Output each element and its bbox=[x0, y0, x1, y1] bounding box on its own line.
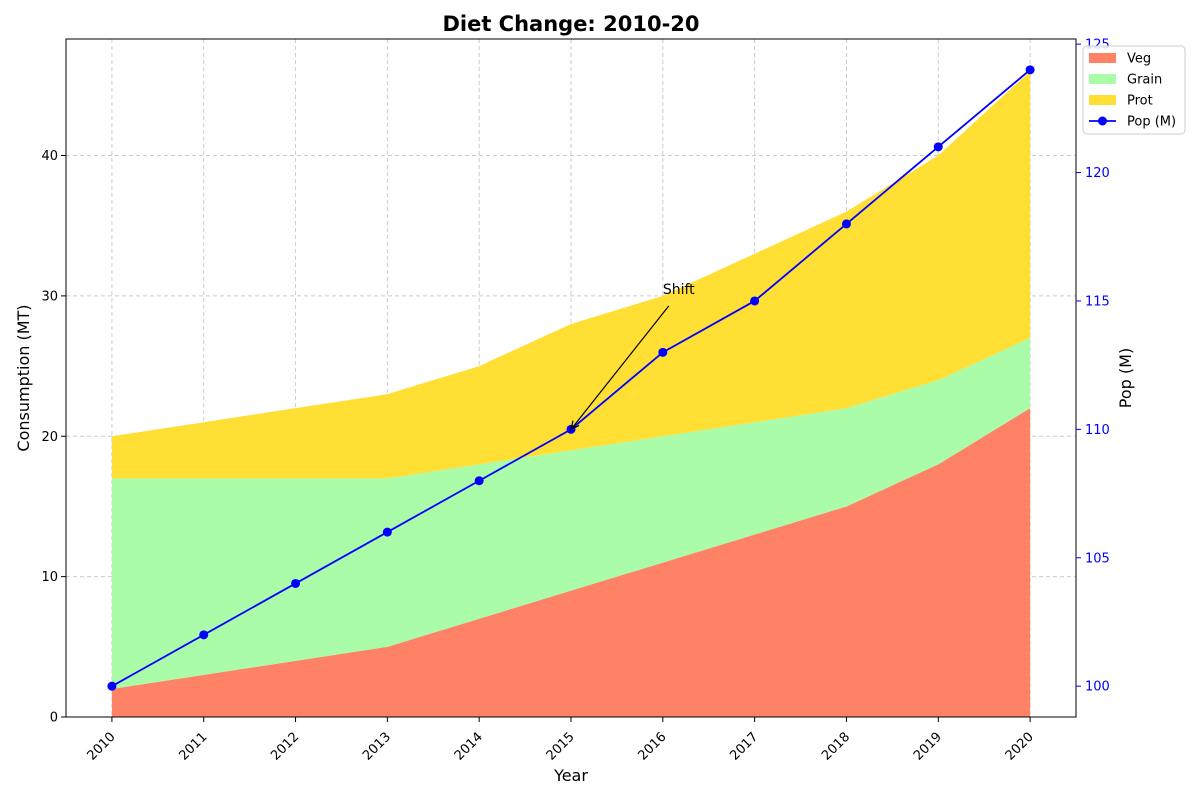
y-axis-left: 0 10 20 30 40 bbox=[41, 149, 66, 726]
chart-title: Diet Change: 2010-20 bbox=[442, 12, 699, 36]
population-point bbox=[658, 347, 668, 357]
y2-tick-label: 105 bbox=[1085, 551, 1110, 566]
legend-swatch bbox=[1089, 53, 1116, 63]
population-point bbox=[1025, 65, 1035, 75]
y-tick-label: 30 bbox=[41, 289, 58, 304]
legend-marker bbox=[1098, 116, 1107, 126]
legend: Veg Grain Prot Pop (M) bbox=[1082, 45, 1186, 135]
population-point bbox=[474, 476, 484, 486]
legend-swatch bbox=[1089, 95, 1116, 105]
y-tick-label: 10 bbox=[41, 570, 58, 585]
x-axis-label: Year bbox=[553, 766, 588, 785]
annotation: Shift bbox=[570, 282, 695, 431]
x-tick-label: 2012 bbox=[268, 730, 302, 764]
x-tick-label: 2010 bbox=[85, 730, 119, 764]
y2-tick-label: 120 bbox=[1085, 166, 1110, 181]
stacked-areas bbox=[111, 71, 1031, 717]
population-point bbox=[841, 219, 851, 229]
y2-axis-label: Pop (M) bbox=[1116, 348, 1135, 408]
x-axis: 2010 2011 2012 2013 2014 2015 2016 2017 2018 2019… bbox=[85, 717, 1037, 764]
y-tick-label: 20 bbox=[41, 430, 58, 445]
legend-label: Prot bbox=[1127, 94, 1153, 109]
x-tick-label: 2011 bbox=[176, 730, 210, 764]
x-tick-label: 2014 bbox=[452, 730, 486, 764]
population-point bbox=[291, 578, 301, 588]
y2-tick-label: 110 bbox=[1085, 423, 1110, 438]
population-point bbox=[107, 681, 117, 691]
area-prot bbox=[111, 71, 1031, 479]
x-tick-label: 2015 bbox=[544, 730, 578, 764]
legend-box bbox=[1082, 45, 1186, 135]
population-point bbox=[382, 527, 392, 537]
y2-tick-label: 115 bbox=[1085, 294, 1110, 309]
area-grain bbox=[111, 337, 1031, 689]
x-tick-label: 2018 bbox=[819, 730, 853, 764]
legend-label: Grain bbox=[1127, 73, 1162, 88]
y-tick-label: 0 bbox=[50, 711, 58, 726]
annotation-text: Shift bbox=[663, 282, 695, 298]
legend-label: Pop (M) bbox=[1127, 115, 1176, 130]
population-point bbox=[199, 630, 209, 640]
y-axis-label: Consumption (MT) bbox=[14, 304, 33, 451]
population-point bbox=[933, 142, 943, 152]
x-tick-label: 2017 bbox=[727, 730, 761, 764]
y2-tick-label: 100 bbox=[1085, 680, 1110, 695]
area-veg bbox=[111, 408, 1031, 717]
y-tick-label: 40 bbox=[41, 149, 58, 164]
x-tick-label: 2020 bbox=[1003, 730, 1037, 764]
population-point bbox=[750, 296, 760, 306]
x-tick-label: 2016 bbox=[636, 730, 670, 764]
legend-swatch bbox=[1089, 74, 1116, 84]
legend-label: Veg bbox=[1127, 52, 1151, 67]
annotation-arrow bbox=[570, 305, 670, 430]
x-tick-label: 2013 bbox=[360, 730, 394, 764]
annotation-arrowhead bbox=[570, 420, 580, 431]
x-tick-label: 2019 bbox=[911, 730, 945, 764]
